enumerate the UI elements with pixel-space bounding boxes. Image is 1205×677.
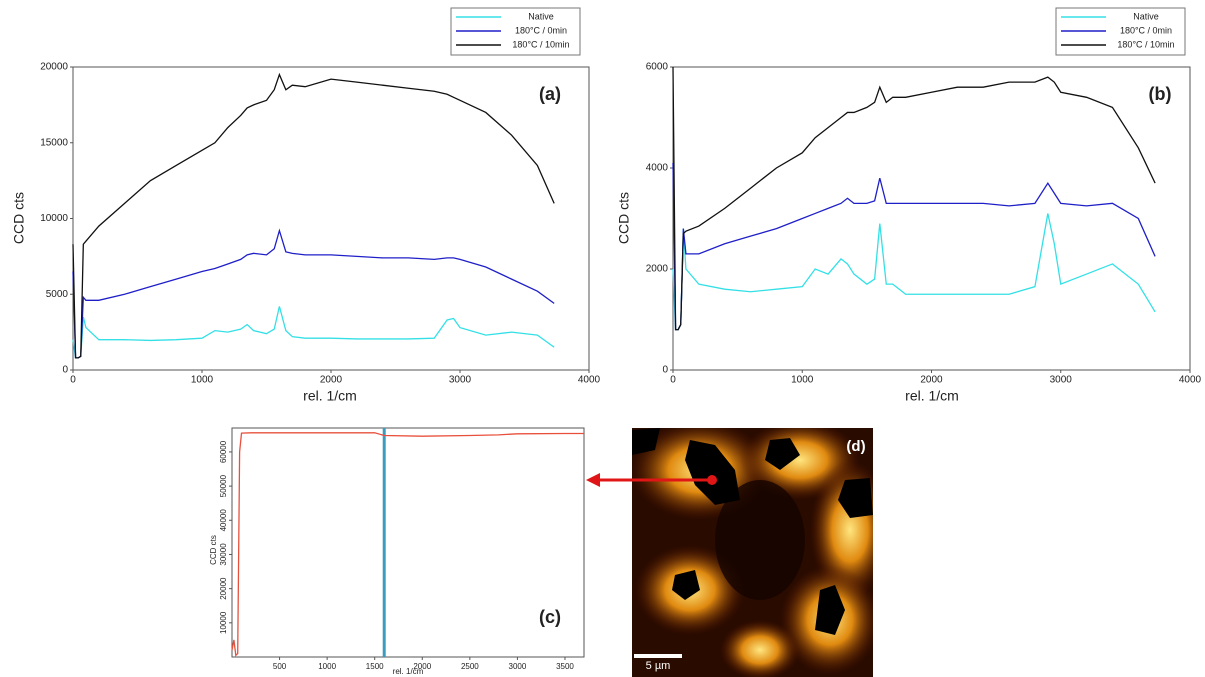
x-tick-label: 3000 bbox=[509, 662, 527, 671]
y-tick-label: 0 bbox=[662, 365, 668, 376]
scale-bar bbox=[634, 654, 682, 658]
series-line bbox=[672, 162, 1156, 331]
series-line bbox=[672, 213, 1156, 331]
y-tick-label: 6000 bbox=[646, 62, 669, 73]
y-tick-label: 20000 bbox=[219, 577, 228, 600]
scale-bar-label: 5 µm bbox=[646, 660, 671, 672]
series-line bbox=[231, 432, 584, 657]
x-axis-label: rel. 1/cm bbox=[393, 667, 424, 676]
y-tick-label: 50000 bbox=[219, 474, 228, 497]
y-axis-label: CCD cts bbox=[11, 192, 27, 244]
plot-frame bbox=[72, 66, 590, 371]
y-tick-label: 5000 bbox=[46, 289, 69, 300]
x-tick-label: 4000 bbox=[1179, 375, 1202, 386]
y-axis-label: CCD cts bbox=[209, 535, 218, 565]
pointer-arrow bbox=[586, 473, 717, 487]
x-tick-label: 0 bbox=[670, 375, 676, 386]
y-tick-label: 10000 bbox=[40, 213, 68, 224]
plot-frame bbox=[231, 427, 585, 658]
x-tick-label: 0 bbox=[70, 375, 76, 386]
legend-label: 180°C / 10min bbox=[1117, 39, 1174, 49]
y-tick-label: 2000 bbox=[646, 264, 669, 275]
x-tick-label: 4000 bbox=[578, 375, 601, 386]
panel-label: (b) bbox=[1149, 84, 1172, 104]
x-tick-label: 3000 bbox=[1050, 375, 1073, 386]
x-tick-label: 500 bbox=[273, 662, 287, 671]
series-line bbox=[72, 306, 555, 359]
panel-label: (d) bbox=[846, 438, 865, 455]
y-tick-label: 40000 bbox=[219, 509, 228, 532]
x-tick-label: 1500 bbox=[366, 662, 384, 671]
panel-label: (c) bbox=[539, 607, 561, 627]
legend-label: 180°C / 0min bbox=[515, 25, 567, 35]
x-tick-label: 2000 bbox=[320, 375, 343, 386]
x-tick-label: 3000 bbox=[449, 375, 472, 386]
y-tick-label: 15000 bbox=[40, 137, 68, 148]
heatmap-image: 5 µm (d) bbox=[632, 428, 873, 677]
x-axis-label: rel. 1/cm bbox=[905, 388, 959, 404]
legend-label: Native bbox=[1133, 11, 1159, 21]
series-line bbox=[672, 66, 1156, 331]
plot-frame bbox=[672, 66, 1191, 371]
panel-label: (a) bbox=[539, 84, 561, 104]
x-tick-label: 2000 bbox=[413, 662, 431, 671]
legend-label: 180°C / 10min bbox=[512, 39, 569, 49]
y-axis-label: CCD cts bbox=[616, 192, 632, 244]
y-tick-label: 60000 bbox=[219, 440, 228, 463]
x-tick-label: 1000 bbox=[191, 375, 214, 386]
x-tick-label: 1000 bbox=[318, 662, 336, 671]
y-tick-label: 30000 bbox=[219, 543, 228, 566]
x-axis-label: rel. 1/cm bbox=[303, 388, 357, 404]
x-tick-label: 3500 bbox=[556, 662, 574, 671]
legend-label: Native bbox=[528, 11, 554, 21]
series-line bbox=[72, 72, 555, 359]
x-tick-label: 2000 bbox=[920, 375, 943, 386]
y-tick-label: 10000 bbox=[219, 611, 228, 634]
x-tick-label: 1000 bbox=[791, 375, 814, 386]
y-tick-label: 4000 bbox=[646, 163, 669, 174]
x-tick-label: 2500 bbox=[461, 662, 479, 671]
legend-label: 180°C / 0min bbox=[1120, 25, 1172, 35]
y-tick-label: 0 bbox=[62, 365, 68, 376]
y-tick-label: 20000 bbox=[40, 62, 68, 73]
series-line bbox=[72, 228, 555, 359]
